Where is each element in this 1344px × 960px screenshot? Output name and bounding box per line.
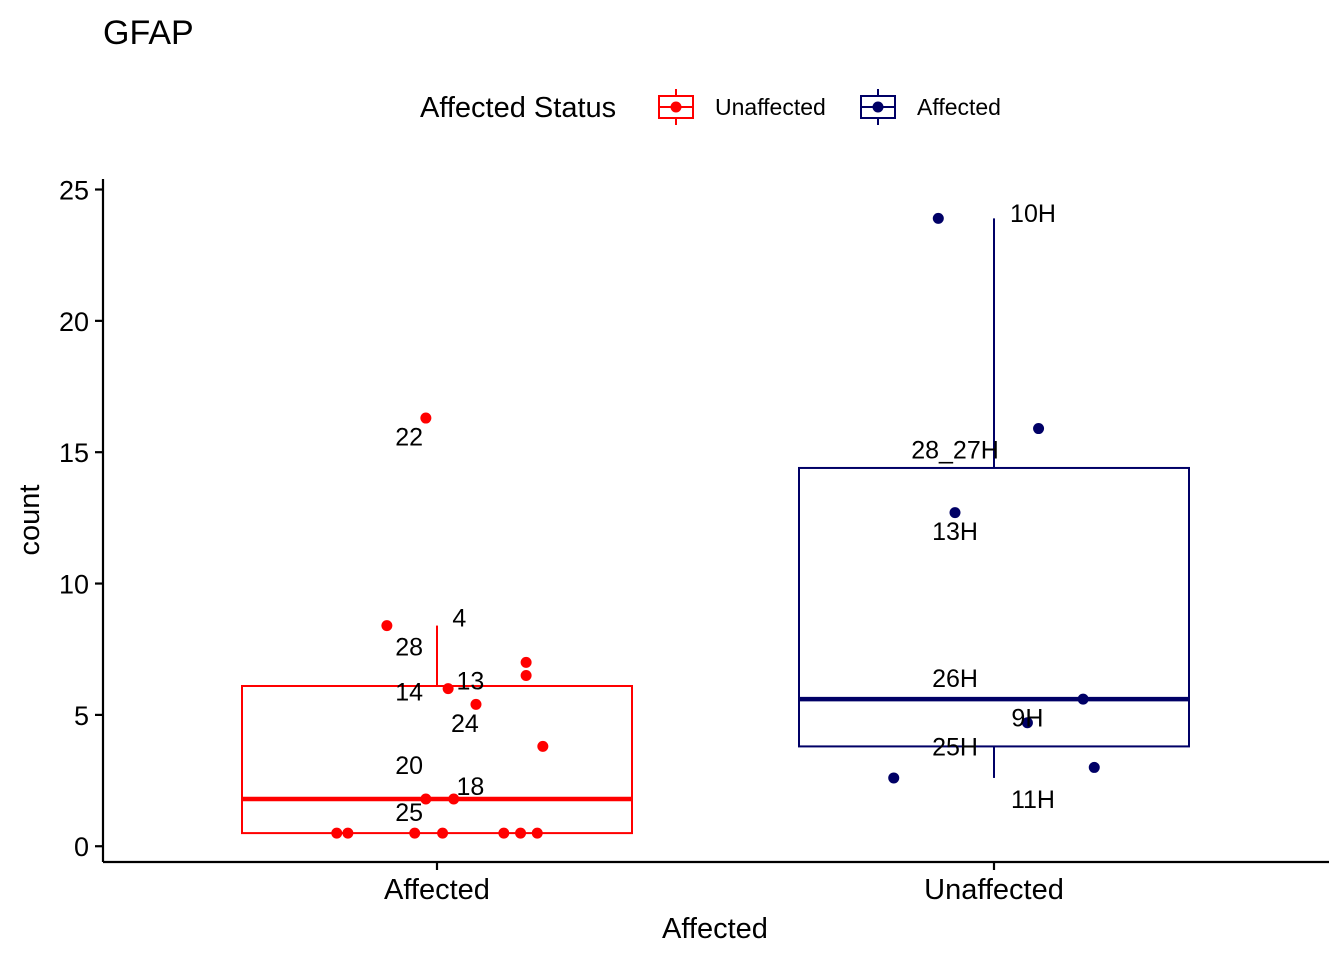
data-point bbox=[448, 793, 460, 805]
legend-key-affected-icon bbox=[860, 89, 896, 125]
point-label: 24 bbox=[451, 710, 479, 738]
data-point bbox=[381, 620, 393, 632]
data-point bbox=[1021, 717, 1033, 729]
x-axis-ticks: Affected Unaffected bbox=[384, 862, 1064, 906]
series-unaffected: 22 4 28 13 14 24 20 18 25 bbox=[241, 412, 633, 839]
legend-entry-affected: Affected bbox=[860, 89, 1001, 125]
point-label: 22 bbox=[395, 423, 423, 451]
data-point bbox=[420, 793, 432, 805]
point-label: 28_27H bbox=[911, 437, 999, 465]
data-point bbox=[531, 827, 543, 839]
y-tick-label: 10 bbox=[59, 570, 89, 600]
y-tick-label: 0 bbox=[74, 832, 89, 862]
point-label: 18 bbox=[457, 773, 485, 801]
data-point bbox=[520, 656, 532, 668]
legend-label-affected: Affected bbox=[917, 94, 1001, 120]
point-label: 13 bbox=[457, 668, 485, 696]
point-label: 28 bbox=[395, 634, 423, 662]
data-point bbox=[1033, 423, 1045, 435]
point-label: 20 bbox=[395, 752, 423, 780]
y-axis: 0 5 10 15 20 25 count bbox=[14, 176, 105, 862]
x-axis: Affected Unaffected Affected bbox=[103, 860, 1329, 945]
point-label: 25H bbox=[932, 733, 978, 761]
x-tick-label: Unaffected bbox=[924, 874, 1064, 906]
data-point bbox=[331, 827, 343, 839]
x-tick-label: Affected bbox=[384, 874, 490, 906]
point-label: 14 bbox=[395, 678, 423, 706]
data-point bbox=[498, 827, 510, 839]
data-point bbox=[1077, 693, 1089, 705]
box bbox=[798, 466, 1190, 748]
data-point bbox=[342, 827, 354, 839]
box bbox=[241, 684, 633, 835]
data-point bbox=[537, 740, 549, 752]
legend-label-unaffected: Unaffected bbox=[715, 94, 826, 120]
plot-area: 22 4 28 13 14 24 20 18 25 10H 28_27H 13H 26H 9H 25H 11H bbox=[241, 200, 1190, 839]
data-point bbox=[437, 827, 449, 839]
point-label: 13H bbox=[932, 518, 978, 546]
legend-entry-unaffected: Unaffected bbox=[658, 89, 826, 125]
series-affected: 10H 28_27H 13H 26H 9H 25H 11H bbox=[798, 200, 1190, 814]
point-label: 4 bbox=[452, 605, 466, 633]
point-label: 26H bbox=[932, 665, 978, 693]
y-tick-label: 15 bbox=[59, 438, 89, 468]
y-tick-label: 20 bbox=[59, 307, 89, 337]
data-point bbox=[1088, 761, 1100, 773]
data-point bbox=[409, 827, 421, 839]
y-tick-label: 25 bbox=[59, 176, 89, 206]
y-axis-label: count bbox=[14, 485, 46, 556]
data-point bbox=[442, 683, 454, 695]
legend-title: Affected Status bbox=[420, 92, 616, 124]
data-point bbox=[932, 212, 944, 224]
legend-key-dot bbox=[670, 101, 682, 113]
legend-key-dot bbox=[872, 101, 884, 113]
point-label: 25 bbox=[395, 799, 423, 827]
point-label: 9H bbox=[1011, 705, 1043, 733]
y-tick-label: 5 bbox=[74, 701, 89, 731]
data-point bbox=[470, 698, 482, 710]
data-point bbox=[949, 507, 961, 519]
legend: Affected Status Unaffected Affected bbox=[420, 89, 1001, 125]
data-point bbox=[520, 669, 532, 681]
data-point bbox=[420, 412, 432, 424]
data-point bbox=[888, 772, 900, 784]
y-axis-ticks: 0 5 10 15 20 25 bbox=[59, 176, 103, 862]
x-axis-label: Affected bbox=[662, 913, 768, 945]
point-label: 10H bbox=[1010, 200, 1056, 228]
legend-key-unaffected-icon bbox=[658, 89, 694, 125]
chart-title: GFAP bbox=[103, 14, 194, 52]
data-point bbox=[515, 827, 527, 839]
point-label: 11H bbox=[1011, 786, 1055, 814]
